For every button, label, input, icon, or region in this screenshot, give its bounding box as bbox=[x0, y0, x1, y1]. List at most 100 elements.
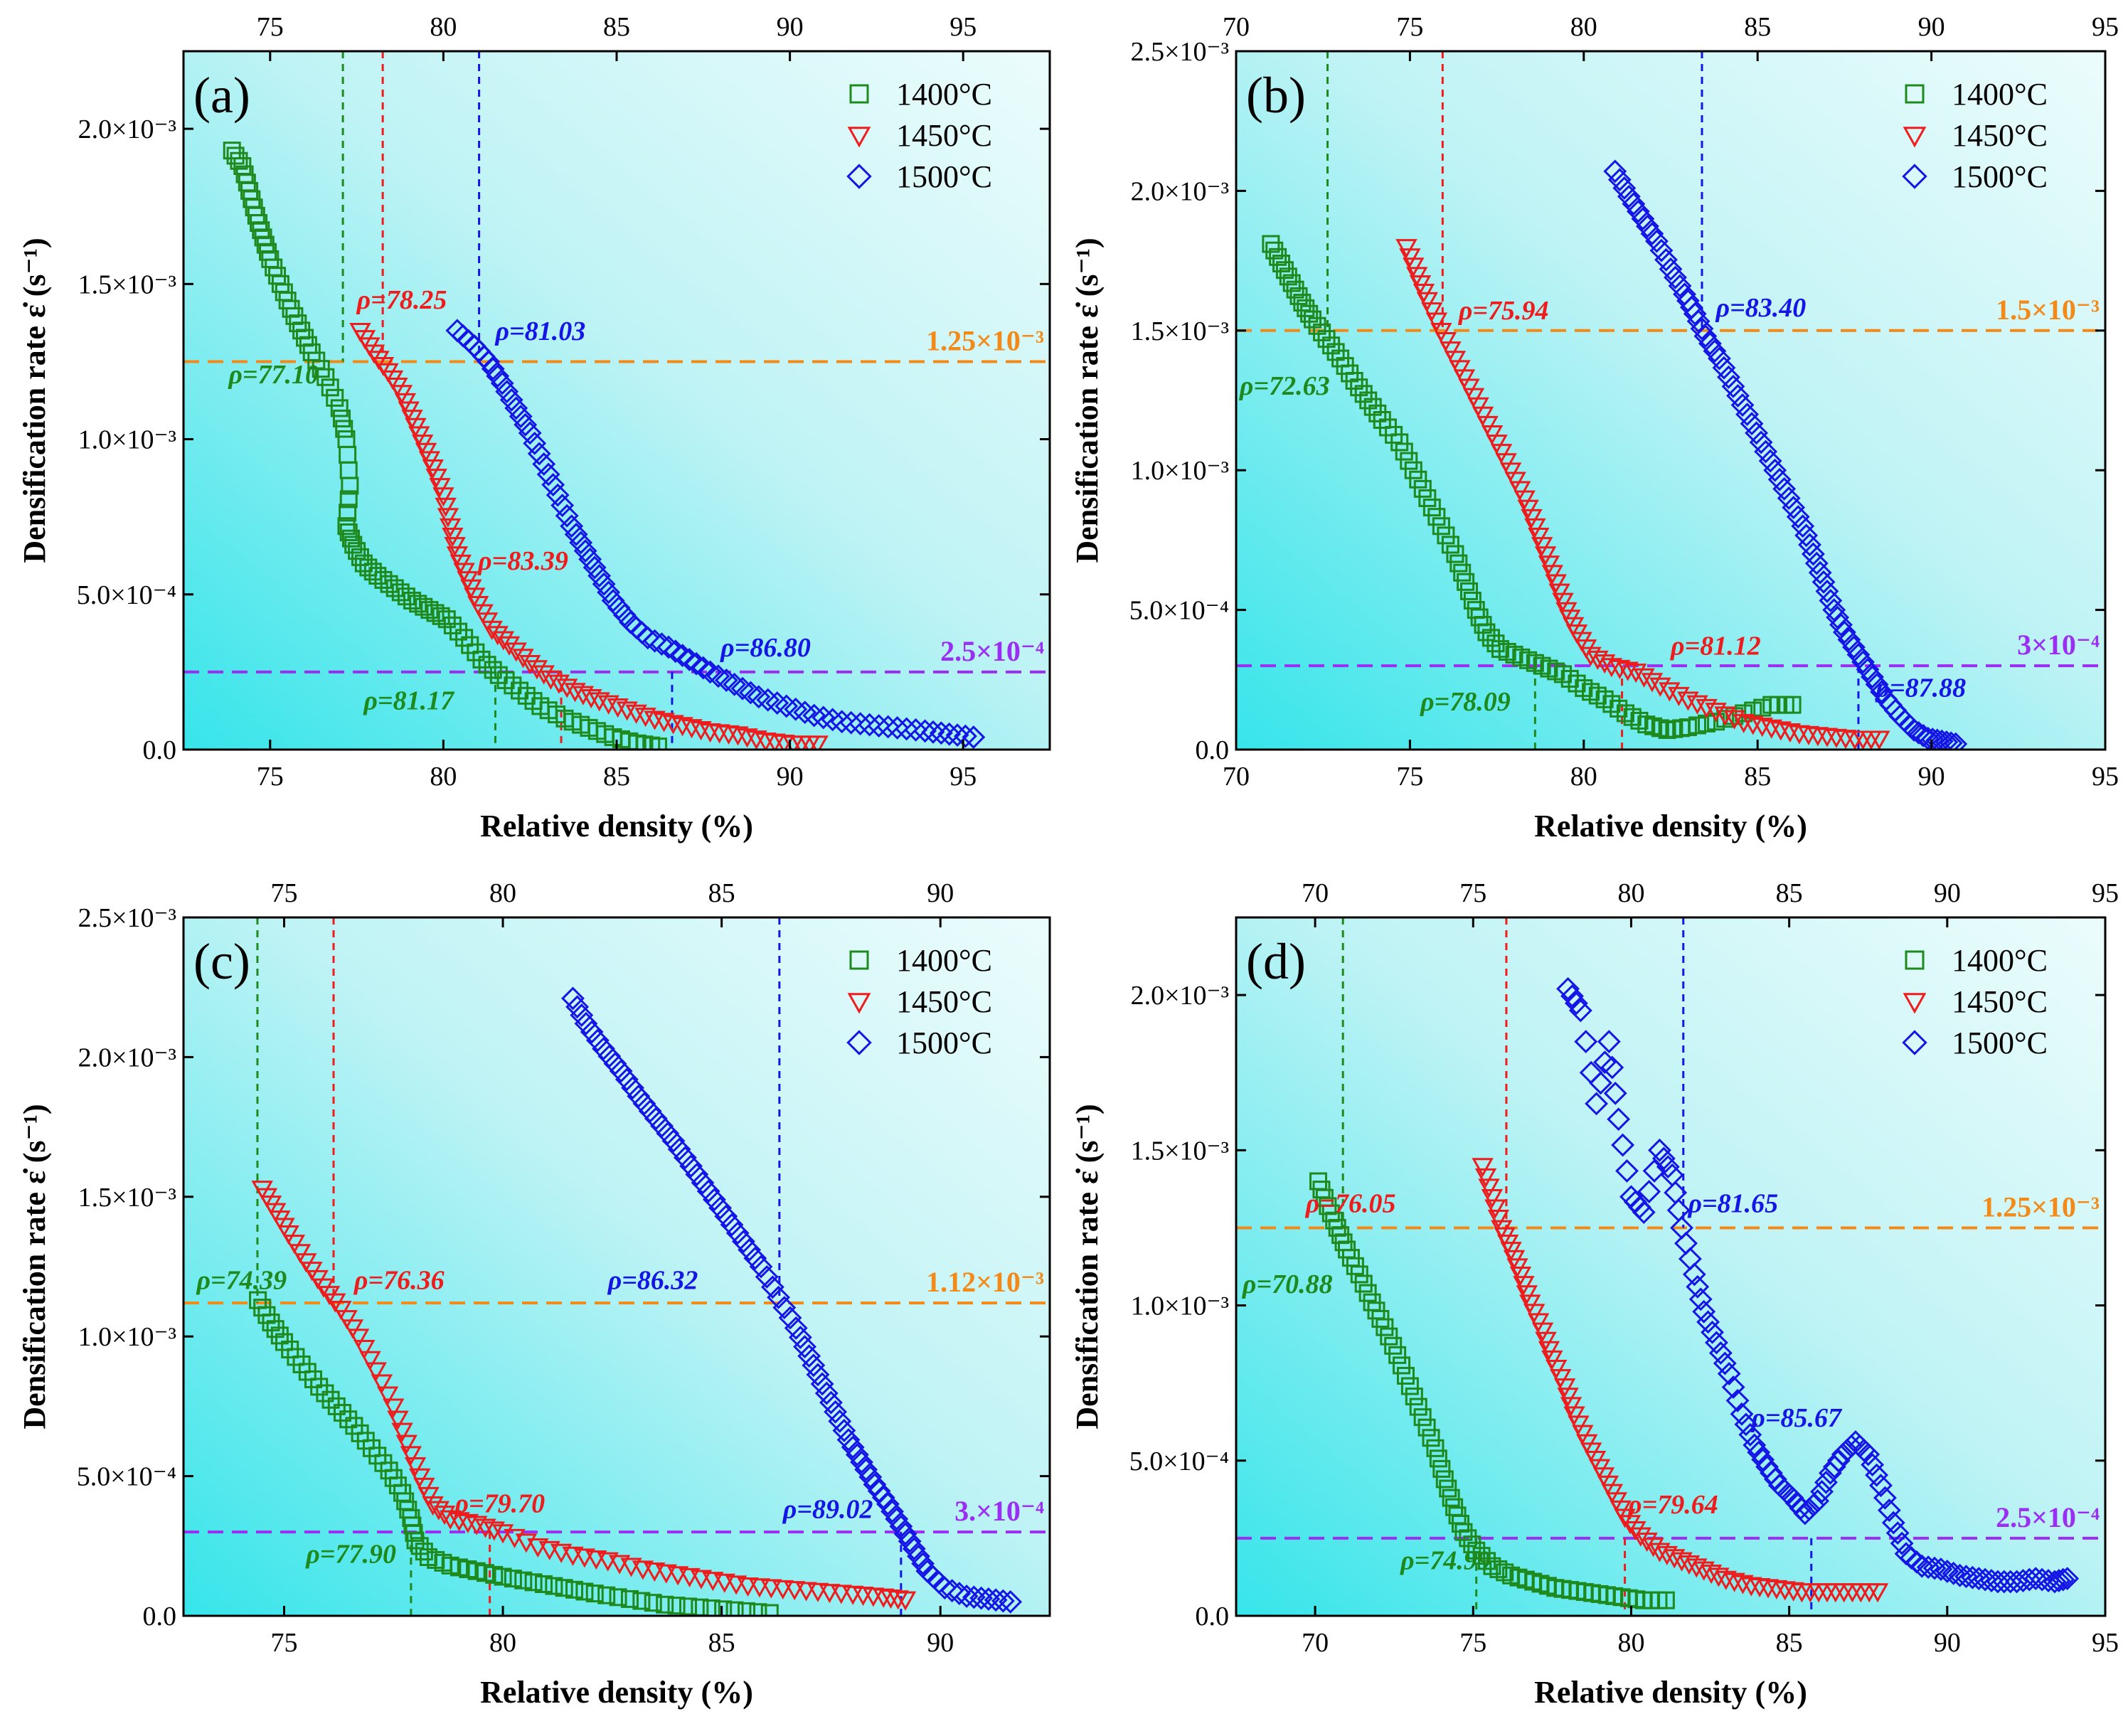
data-point bbox=[483, 1521, 505, 1541]
data-point bbox=[1758, 449, 1782, 473]
data-point bbox=[1743, 1433, 1767, 1457]
legend-marker bbox=[847, 993, 871, 1014]
data-point bbox=[969, 1586, 994, 1610]
legend-label: 1500°C bbox=[896, 159, 992, 194]
data-point bbox=[858, 1465, 883, 1489]
data-point bbox=[1430, 322, 1452, 343]
data-point bbox=[561, 986, 585, 1011]
data-point bbox=[2005, 1570, 2028, 1594]
data-point bbox=[725, 1221, 750, 1245]
data-point bbox=[415, 597, 433, 616]
data-point bbox=[422, 459, 444, 479]
data-point bbox=[2051, 1567, 2075, 1592]
x-tick-label: 75 bbox=[1396, 762, 1423, 792]
density-annotation: ρ=86.32 bbox=[607, 1265, 698, 1295]
data-point bbox=[1692, 1299, 1716, 1324]
data-point bbox=[685, 1162, 709, 1186]
density-annotation: ρ=70.88 bbox=[1242, 1269, 1333, 1299]
data-point bbox=[644, 1107, 668, 1131]
legend: 1400°C 1450°C 1500°C bbox=[846, 77, 992, 194]
data-point bbox=[1740, 412, 1764, 436]
data-point bbox=[413, 1477, 435, 1497]
data-point bbox=[1458, 378, 1480, 398]
y-tick-label: 2.0×10⁻³ bbox=[78, 1043, 176, 1072]
data-point bbox=[1437, 526, 1455, 545]
data-point bbox=[1738, 1422, 1762, 1447]
data-point bbox=[806, 1363, 830, 1387]
data-point bbox=[597, 695, 619, 715]
data-point bbox=[1435, 332, 1457, 352]
data-point bbox=[679, 1597, 697, 1616]
data-point bbox=[1754, 440, 1778, 464]
data-point bbox=[1798, 533, 1821, 557]
data-point bbox=[332, 409, 351, 427]
data-point bbox=[812, 705, 836, 730]
data-point bbox=[1495, 453, 1517, 473]
series-1450 bbox=[251, 1181, 917, 1611]
data-point bbox=[1745, 421, 1768, 445]
data-point bbox=[1388, 1346, 1407, 1364]
data-point bbox=[1481, 1188, 1504, 1209]
x-tick-label: 75 bbox=[257, 762, 284, 792]
data-point bbox=[1842, 635, 1866, 659]
data-point bbox=[1869, 1474, 1893, 1498]
data-point bbox=[638, 1099, 662, 1123]
plot-background bbox=[1236, 917, 2105, 1616]
data-point bbox=[1481, 425, 1504, 445]
data-point bbox=[1668, 686, 1690, 707]
y-tick-label: 1.0×10⁻³ bbox=[78, 425, 176, 455]
data-point bbox=[383, 1398, 405, 1418]
data-point bbox=[1489, 1560, 1508, 1579]
data-point bbox=[391, 1422, 413, 1442]
x-tick-label: 85 bbox=[1776, 1628, 1803, 1658]
data-point bbox=[569, 531, 593, 555]
data-point bbox=[1636, 1532, 1658, 1553]
top-tick-label: 95 bbox=[949, 12, 977, 42]
data-point bbox=[885, 1507, 909, 1531]
data-point bbox=[494, 1567, 512, 1586]
data-point bbox=[574, 1011, 598, 1035]
data-point bbox=[1730, 1402, 1754, 1426]
data-point bbox=[1735, 403, 1759, 427]
data-point bbox=[1835, 1438, 1859, 1462]
data-point bbox=[607, 698, 629, 718]
density-annotation: ρ=86.80 bbox=[720, 633, 811, 663]
data-point bbox=[784, 1316, 808, 1340]
data-point bbox=[783, 1581, 806, 1601]
data-point bbox=[321, 378, 339, 397]
top-tick-label: 80 bbox=[1617, 878, 1644, 908]
data-point bbox=[580, 688, 602, 709]
density-annotation: ρ=76.36 bbox=[353, 1265, 445, 1295]
data-point bbox=[1478, 1178, 1500, 1198]
data-point bbox=[1363, 398, 1382, 416]
data-point bbox=[902, 1537, 926, 1561]
data-point bbox=[477, 350, 501, 373]
data-point bbox=[504, 396, 528, 420]
data-point bbox=[1317, 330, 1336, 348]
data-point bbox=[819, 1584, 841, 1604]
data-point bbox=[1649, 1543, 1671, 1562]
legend: 1400°C 1450°C 1500°C bbox=[1902, 943, 2048, 1060]
y-tick-label: 5.0×10⁻⁴ bbox=[1129, 1447, 1229, 1476]
data-point bbox=[1861, 1453, 1885, 1477]
top-tick-label: 80 bbox=[430, 12, 457, 42]
data-point bbox=[310, 1378, 329, 1396]
data-point bbox=[1528, 528, 1550, 548]
plot-frame bbox=[1235, 916, 2107, 1617]
data-point bbox=[1326, 343, 1345, 361]
legend-label: 1400°C bbox=[896, 77, 992, 112]
top-tick-label: 75 bbox=[1396, 12, 1423, 42]
x-tick-label: 75 bbox=[270, 1628, 297, 1658]
data-point bbox=[1524, 518, 1546, 538]
y-axis-title: Densification rate ε̇ (s⁻¹) bbox=[1070, 1104, 1105, 1429]
data-point bbox=[1474, 1168, 1497, 1188]
top-tick-label: 75 bbox=[270, 878, 297, 908]
data-point bbox=[478, 656, 496, 674]
data-point bbox=[691, 656, 715, 680]
data-point bbox=[533, 665, 555, 685]
data-point bbox=[907, 1544, 930, 1568]
data-point bbox=[749, 1255, 773, 1279]
x-tick-label: 85 bbox=[1744, 762, 1771, 792]
data-point bbox=[850, 1450, 873, 1474]
data-point bbox=[1713, 1351, 1737, 1375]
